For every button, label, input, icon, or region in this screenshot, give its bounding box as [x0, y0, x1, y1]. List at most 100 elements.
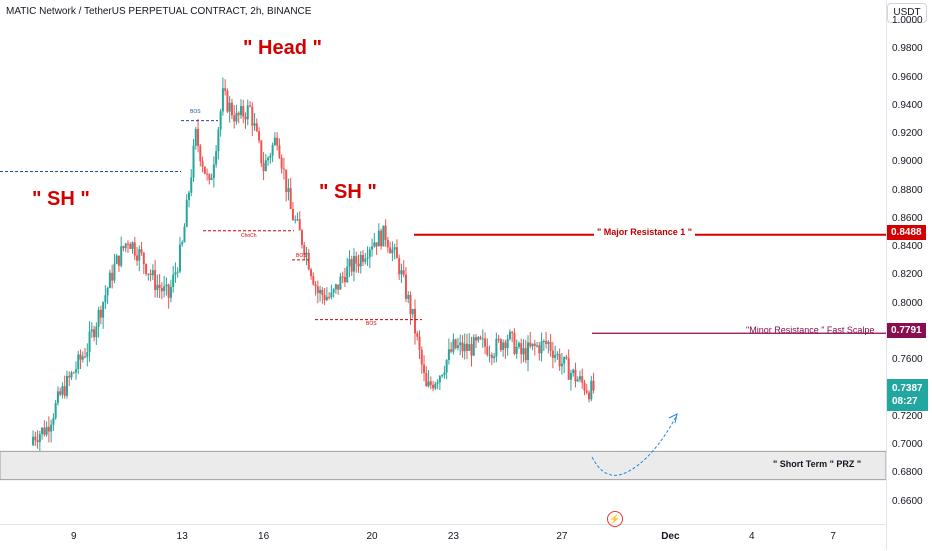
lightning-icon[interactable]: ⚡: [607, 511, 623, 527]
candle-body: [343, 276, 346, 283]
x-tick-label: Dec: [661, 531, 680, 542]
candle-body: [402, 270, 405, 275]
candle-body: [386, 239, 389, 248]
candle-body: [183, 226, 186, 243]
projection-arrow-head: [668, 413, 678, 424]
candle-body: [463, 343, 466, 352]
annotation-lines: [0, 120, 886, 476]
candle-body: [520, 343, 523, 355]
candle-body: [246, 105, 249, 120]
price-axis[interactable]: [886, 0, 932, 550]
candle-body: [513, 332, 516, 354]
y-tick-label: 0.8800: [892, 184, 923, 196]
candle-body: [497, 338, 500, 340]
candle-body: [355, 256, 358, 264]
candle-body: [203, 166, 206, 174]
candle-body: [316, 286, 319, 294]
candle-body: [339, 276, 342, 290]
candle-body: [233, 115, 236, 122]
candle-body: [366, 257, 369, 259]
candle-body: [294, 219, 297, 221]
candle-body: [524, 348, 527, 361]
candle-body: [280, 157, 283, 169]
candle-body: [404, 274, 407, 299]
candle-body: [181, 242, 184, 245]
time-axis[interactable]: [0, 524, 886, 551]
candle-body: [373, 242, 376, 247]
candle-body: [106, 288, 109, 296]
candle-body: [540, 341, 543, 354]
y-tick-label: 0.8400: [892, 241, 923, 253]
candle-body: [502, 342, 505, 350]
candle-body: [533, 343, 536, 346]
candle-body: [438, 376, 441, 383]
candle-body: [120, 246, 123, 266]
candle-body: [522, 348, 525, 355]
major-resistance-price-tag: 0.8488: [887, 225, 926, 240]
candle-body: [574, 369, 577, 382]
candle-body: [149, 273, 152, 276]
candle-body: [325, 296, 328, 301]
candle-body: [592, 380, 595, 391]
candle-body: [167, 284, 170, 298]
y-tick-label: 0.7000: [892, 439, 923, 450]
candle-body: [176, 271, 179, 273]
y-tick-label: 0.8600: [892, 212, 923, 224]
candle-body: [452, 339, 455, 352]
candle-body: [63, 386, 66, 396]
candle-body: [508, 331, 511, 340]
candle-body: [364, 258, 367, 262]
candle-body: [436, 382, 439, 384]
candle-body: [174, 272, 177, 275]
candle-body: [260, 140, 263, 164]
candle-body: [88, 331, 91, 353]
candle-body: [111, 272, 114, 281]
candle-body: [273, 137, 276, 145]
candle-body: [563, 356, 566, 364]
candle-body: [551, 350, 554, 358]
candle-body: [359, 255, 362, 267]
candle-body: [104, 295, 107, 303]
candle-body: [226, 90, 229, 112]
candle-body: [291, 209, 294, 221]
candle-body: [581, 376, 584, 383]
currency-badge[interactable]: USDT: [887, 3, 927, 23]
y-tick-label: 0.9200: [892, 128, 923, 140]
candle-body: [194, 128, 197, 146]
y-tick-label: 0.7600: [892, 354, 923, 366]
candle-body: [163, 286, 166, 292]
candle-body: [271, 144, 274, 156]
candle-body: [142, 252, 145, 265]
candle-body: [350, 259, 353, 272]
x-tick-label: 7: [830, 531, 836, 542]
candle-body: [337, 284, 340, 290]
candle-body: [307, 252, 310, 270]
candle-body: [235, 112, 238, 122]
candle-body: [429, 381, 432, 385]
y-tick-label: 0.8200: [892, 269, 923, 281]
candle-body: [192, 145, 195, 178]
candle-body: [398, 258, 401, 275]
candle-body: [230, 102, 233, 116]
candle-body: [84, 356, 87, 358]
x-tick-label: 9: [70, 531, 77, 542]
candle-body: [420, 349, 423, 365]
y-tick-label: 1.0000: [892, 15, 923, 26]
candle-body: [504, 342, 507, 349]
candle-body: [391, 249, 394, 254]
countdown-timer: 08:27: [892, 396, 918, 407]
candle-body: [490, 354, 493, 359]
x-tick-label: 23: [447, 531, 459, 542]
candle-body: [43, 427, 46, 435]
y-tick-label: 0.9600: [892, 71, 923, 83]
candle-body: [375, 242, 378, 247]
candle-body: [531, 343, 534, 347]
candle-body: [414, 308, 416, 334]
candle-body: [126, 243, 129, 245]
candle-body: [212, 164, 215, 178]
candle-body: [468, 344, 471, 351]
candle-body: [545, 340, 548, 344]
candle-body: [115, 255, 118, 264]
candle-body: [527, 342, 529, 361]
